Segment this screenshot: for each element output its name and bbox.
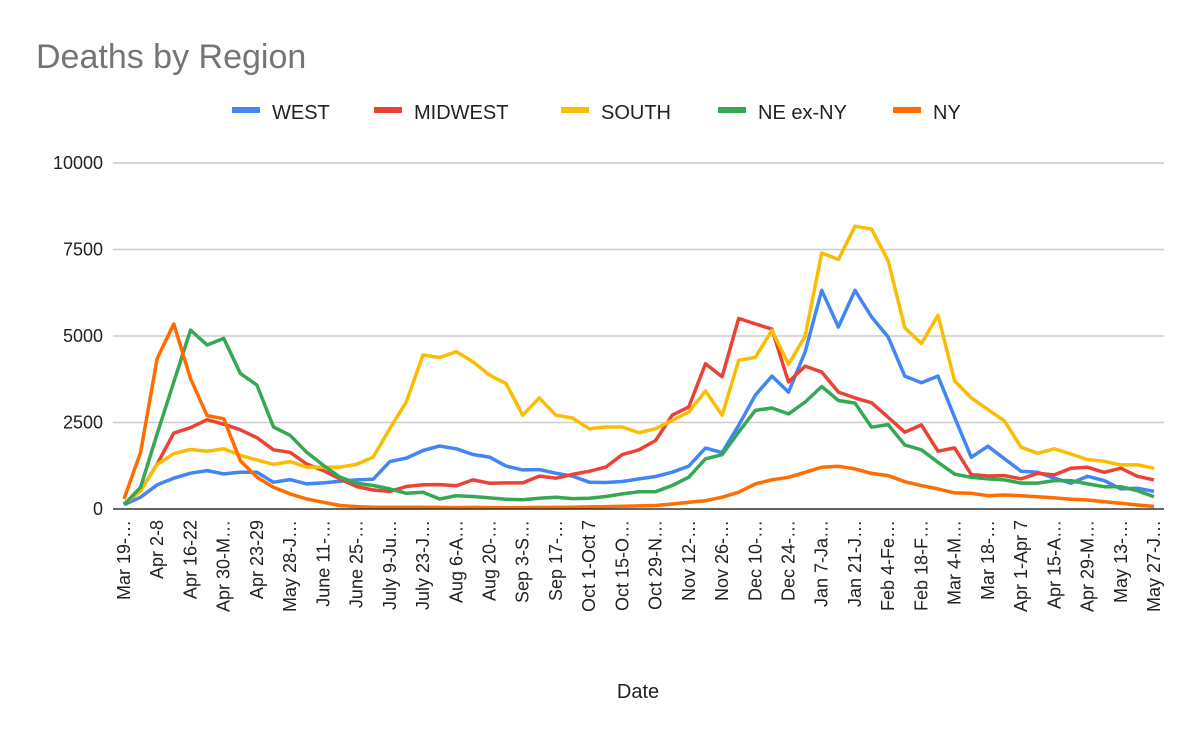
legend-item: SOUTH	[561, 102, 671, 124]
legend-swatch	[374, 107, 402, 113]
x-tick-label: May 28-J…	[280, 520, 300, 612]
x-tick-label: June 25-…	[347, 520, 367, 608]
x-axis-title: Date	[617, 681, 659, 703]
x-tick-label: June 11-…	[313, 520, 333, 607]
x-tick-label: July 9-Ju…	[380, 520, 400, 610]
x-tick-label: Feb 18-F…	[911, 520, 931, 611]
x-tick-label: Mar 19-…	[114, 520, 134, 600]
y-tick-label: 5000	[63, 326, 103, 346]
legend: WEST MIDWEST SOUTH NE ex-NY NY	[232, 102, 961, 124]
x-tick-label: May 27-J…	[1144, 520, 1164, 612]
x-tick-label: Nov 26-…	[712, 520, 732, 601]
x-tick-label: Nov 12-…	[679, 520, 699, 601]
x-tick-label: Apr 1-Apr 7	[1011, 520, 1031, 612]
legend-item: NY	[893, 102, 961, 124]
legend-item: WEST	[232, 102, 330, 124]
x-tick-label: Dec 24-…	[779, 520, 799, 601]
x-tick-label: Sep 3-S…	[513, 520, 533, 603]
x-tick-label: Apr 30-M…	[214, 520, 234, 612]
legend-label: MIDWEST	[414, 102, 508, 124]
x-tick-label: Apr 2-8	[147, 520, 167, 579]
legend-label: NE ex-NY	[758, 102, 847, 124]
x-tick-label: Mar 4-M…	[945, 520, 965, 605]
x-tick-label: Apr 29-M…	[1078, 520, 1098, 612]
legend-label: NY	[933, 102, 961, 124]
series-line-midwest	[122, 316, 1155, 506]
series-line-south	[122, 224, 1155, 506]
y-axis-ticks: 0 2500 5000 7500 10000	[53, 153, 103, 519]
legend-label: SOUTH	[601, 102, 671, 124]
x-tick-label: July 23-J…	[413, 520, 433, 610]
y-tick-label: 0	[93, 499, 103, 519]
x-tick-label: Oct 15-O…	[612, 520, 632, 611]
series-line-west	[123, 288, 1155, 507]
gridlines	[113, 162, 1164, 424]
x-tick-label: Jan 21-J…	[845, 520, 865, 607]
x-tick-label: Jan 7-Ja…	[812, 520, 832, 607]
legend-swatch	[232, 107, 260, 113]
x-tick-label: Mar 18-…	[978, 520, 998, 600]
series-line-ny	[122, 322, 1155, 510]
y-tick-label: 7500	[63, 240, 103, 260]
legend-swatch	[718, 107, 746, 113]
chart-title: Deaths by Region	[36, 38, 306, 76]
y-tick-label: 2500	[63, 413, 103, 433]
x-tick-label: Oct 1-Oct 7	[579, 520, 599, 612]
legend-item: MIDWEST	[374, 102, 508, 124]
x-tick-label: Oct 29-N…	[646, 520, 666, 610]
x-tick-label: Aug 6-A…	[446, 520, 466, 603]
x-tick-label: Apr 16-22	[180, 520, 200, 599]
legend-swatch	[893, 107, 921, 113]
legend-swatch	[561, 107, 589, 113]
series-lines	[122, 224, 1155, 510]
x-tick-label: Feb 4-Fe…	[878, 520, 898, 611]
series-line-ne-ex-ny	[122, 328, 1155, 506]
x-tick-label: Aug 20-…	[479, 520, 499, 601]
x-axis-ticks: Mar 19-… Apr 2-8 Apr 16-22 Apr 30-M… Apr 23-…	[114, 520, 1164, 612]
legend-label: WEST	[272, 102, 330, 124]
x-tick-label: May 13-…	[1111, 520, 1131, 603]
x-tick-label: Dec 10-…	[745, 520, 765, 601]
y-tick-label: 10000	[53, 153, 103, 173]
x-tick-label: Apr 15-A…	[1044, 520, 1064, 609]
x-tick-label: Apr 23-29	[247, 520, 267, 599]
x-tick-label: Sep 17-…	[546, 520, 566, 601]
legend-item: NE ex-NY	[718, 102, 847, 124]
